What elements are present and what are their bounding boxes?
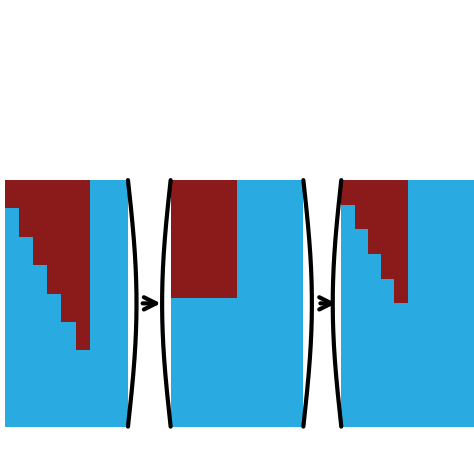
Bar (381, 180, 394, 279)
Bar (355, 180, 368, 229)
Bar (19, 180, 33, 237)
Bar (368, 180, 381, 254)
Bar (76, 180, 90, 350)
Bar (341, 180, 474, 427)
Bar (171, 180, 303, 427)
Bar (62, 180, 76, 322)
Bar (5, 180, 128, 427)
Bar (47, 180, 62, 293)
Bar (341, 180, 355, 205)
Bar (394, 180, 408, 303)
Bar (5, 180, 19, 209)
Bar (33, 180, 47, 265)
Bar (171, 180, 237, 299)
